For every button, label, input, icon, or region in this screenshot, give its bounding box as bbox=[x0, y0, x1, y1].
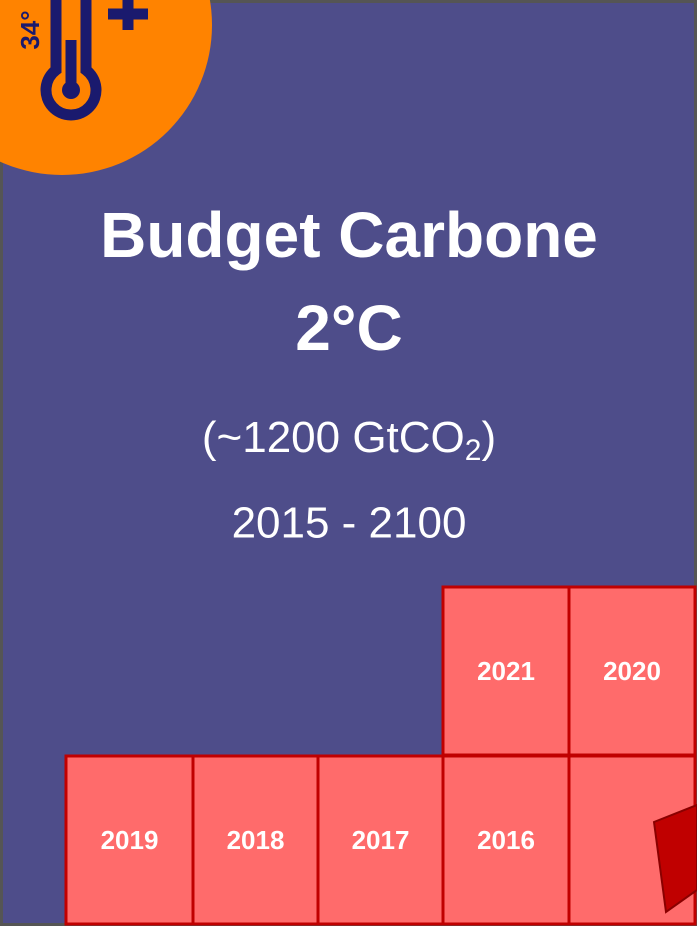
block bbox=[441, 754, 571, 926]
subtitle: (~1200 GtCO2) bbox=[202, 413, 496, 467]
period: 2015 - 2100 bbox=[232, 499, 467, 548]
block-label: 2020 bbox=[603, 656, 661, 686]
blocks: 2021 2020 2019 2018 2017 2016 bbox=[64, 585, 697, 926]
block-label: 2017 bbox=[352, 825, 410, 855]
subtitle-text: ) bbox=[481, 413, 496, 462]
subtitle-text: (~1200 GtCO bbox=[202, 413, 465, 462]
subtitle-subscript: 2 bbox=[465, 434, 482, 467]
thermometer-icon bbox=[40, 0, 148, 121]
block-label: 2021 bbox=[477, 656, 535, 686]
block bbox=[441, 585, 571, 757]
title-line: Budget Carbone bbox=[100, 199, 598, 271]
block-label: 2018 bbox=[227, 825, 285, 855]
title-line: 2°C bbox=[295, 292, 402, 364]
block bbox=[191, 754, 320, 926]
block-label: 2016 bbox=[477, 825, 535, 855]
block bbox=[316, 754, 445, 926]
badge-text: 34° bbox=[15, 10, 45, 49]
badge: 34° bbox=[0, 0, 212, 175]
block bbox=[567, 585, 697, 757]
corner-flag bbox=[652, 803, 697, 914]
block-label: 2019 bbox=[101, 825, 159, 855]
